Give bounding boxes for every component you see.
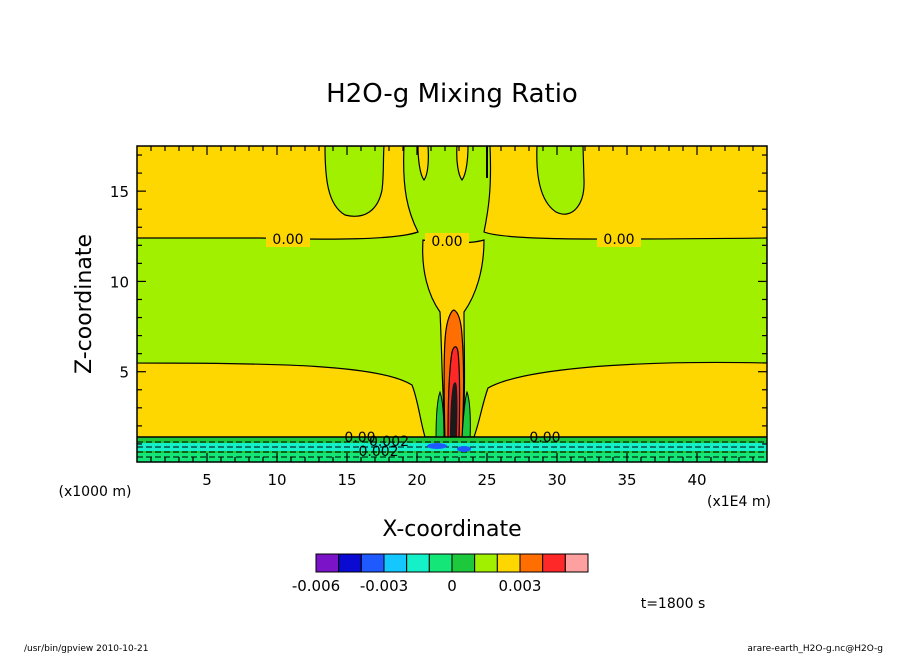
colorbar-swatch — [519, 553, 544, 573]
plume-core — [450, 382, 458, 440]
x-tick-label: 5 — [202, 471, 212, 489]
colorbar-swatch — [496, 553, 521, 573]
colorbar-swatch — [315, 553, 340, 573]
contour-label: 0.00 — [603, 232, 634, 248]
x-tick-label: 25 — [477, 471, 496, 489]
footer-left: /usr/bin/gpview 2010-10-21 — [24, 644, 148, 654]
y-tick-label: 15 — [110, 183, 129, 201]
contour-label: 0.00 — [529, 430, 560, 446]
colorbar: -0.006 -0.003 0 0.003 — [292, 553, 589, 595]
bottom-blue-blob-2 — [457, 446, 471, 452]
y-tick-label: 5 — [119, 364, 129, 382]
x-axis-unit: (x1E4 m) — [707, 494, 771, 510]
contour-label: 0.00 — [344, 430, 375, 446]
colorbar-swatch — [406, 553, 430, 573]
colorbar-swatch — [451, 553, 476, 573]
y-tick-label: 10 — [110, 273, 129, 291]
colorbar-swatch — [564, 553, 589, 573]
contour-label: 0.002 — [369, 434, 409, 450]
colorbar-label: -0.003 — [360, 577, 408, 595]
field-yellow-top-notch-2 — [456, 146, 469, 181]
x-axis-label: X-coordinate — [382, 517, 521, 542]
contour-label: 0.00 — [431, 234, 462, 250]
contour-label: -0.002 — [353, 444, 398, 460]
colorbar-swatch — [360, 553, 385, 573]
chart-title: H2O-g Mixing Ratio — [326, 79, 578, 109]
axis-ticks: 5 10 15 20 25 30 35 40 5 10 15 — [110, 146, 767, 489]
x-tick-label: 20 — [407, 471, 426, 489]
field-green-wisp-left — [435, 390, 445, 441]
x-tick-label: 40 — [687, 471, 706, 489]
y-axis-label: Z-coordinate — [72, 234, 97, 374]
field-green-top-left — [324, 146, 385, 217]
colorbar-swatch — [383, 553, 408, 573]
y-axis-unit: (x1000 m) — [59, 484, 132, 500]
bottom-blue-blob — [427, 443, 447, 449]
x-tick-label: 30 — [547, 471, 566, 489]
plot-frame — [136, 145, 768, 463]
x-tick-label: 35 — [617, 471, 636, 489]
colorbar-swatch — [542, 553, 566, 573]
colorbar-label: 0.003 — [499, 577, 542, 595]
field-green-top-right — [536, 146, 585, 215]
colorbar-swatch — [428, 553, 453, 573]
plot-area: 0.00 0.00 0.00 0.00 0.00 -0.002 0.002 5 1… — [110, 145, 768, 489]
footer-right: arare-earth_H2O-g.nc@H2O-g — [747, 644, 883, 654]
field-yellow-top-notch — [417, 146, 429, 181]
colorbar-label: -0.006 — [292, 577, 340, 595]
colorbar-label: 0 — [447, 577, 457, 595]
contour-labels: 0.00 0.00 0.00 0.00 0.00 -0.002 0.002 — [266, 231, 641, 460]
colorbar-swatch — [338, 553, 362, 573]
field-green-wisp-right — [461, 390, 471, 441]
x-tick-label: 15 — [337, 471, 356, 489]
x-tick-label: 10 — [267, 471, 286, 489]
colorbar-swatch — [474, 553, 498, 573]
contour-label: 0.00 — [272, 232, 303, 248]
time-label: t=1800 s — [641, 596, 706, 612]
